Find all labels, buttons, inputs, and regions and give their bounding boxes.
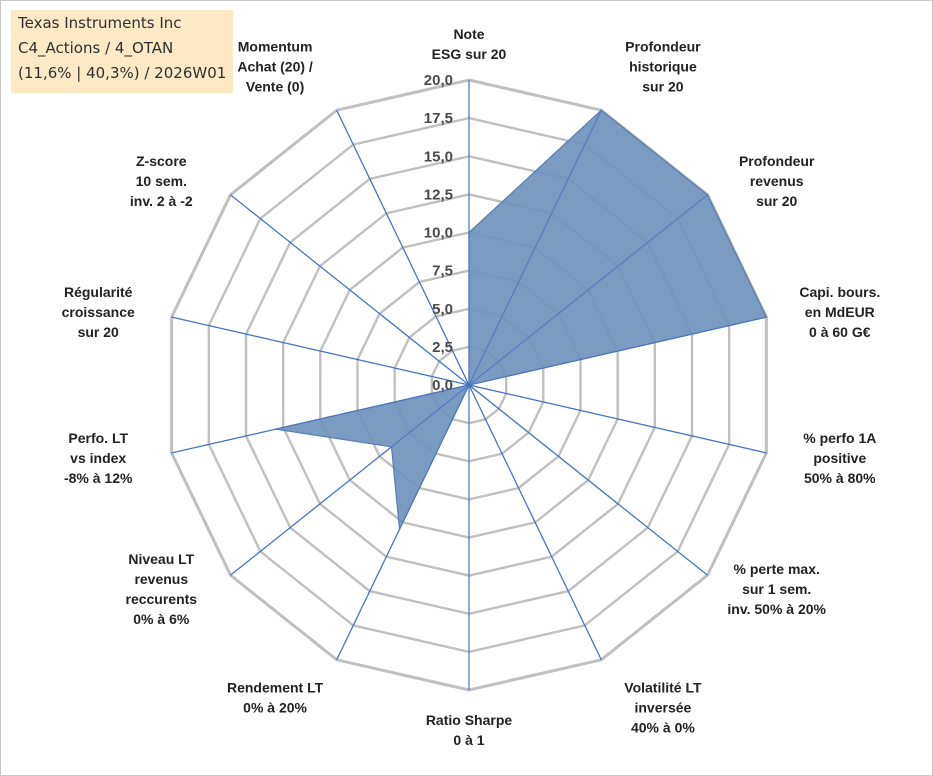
series-area-0 bbox=[275, 109, 768, 532]
tick-label-3: 7,5 bbox=[432, 263, 453, 280]
axis-label-1-line-2: sur 20 bbox=[642, 78, 683, 94]
tick-label-1: 2,5 bbox=[432, 339, 453, 356]
spoke-overlay-10 bbox=[171, 384, 470, 454]
axis-label-13: Momentum Achat (20) / Vente (0) bbox=[237, 38, 313, 94]
axis-label-7-line-0: Ratio Sharpe bbox=[426, 712, 513, 728]
axis-label-4: % perfo 1A positive 50% à 80% bbox=[803, 430, 876, 486]
axis-label-0: Note ESG sur 20 bbox=[432, 26, 507, 62]
axis-label-8: Rendement LT 0% à 20% bbox=[227, 680, 324, 716]
axis-label-12-line-2: inv. 2 à -2 bbox=[130, 193, 193, 209]
radar-tick-labels: 0,0 2,5 5,0 7,5 10,0 12,5 15,0 17,5 20,0 bbox=[424, 72, 453, 394]
axis-label-3: Capi. bours. en MdEUR 0 à 60 G€ bbox=[799, 284, 880, 340]
axis-label-12-line-0: Z-score bbox=[136, 153, 187, 169]
tick-label-2: 5,0 bbox=[432, 301, 453, 318]
axis-label-1-line-0: Profondeur bbox=[625, 38, 701, 54]
axis-label-12: Z-score 10 sem. inv. 2 à -2 bbox=[130, 153, 193, 209]
axis-label-13-line-2: Vente (0) bbox=[246, 78, 304, 94]
axis-label-11: Régularité croissance sur 20 bbox=[62, 284, 135, 340]
axis-label-10: Perfo. LT vs index -8% à 12% bbox=[64, 430, 133, 486]
axis-label-3-line-2: 0 à 60 G€ bbox=[809, 324, 871, 340]
axis-label-6-line-0: Volatilité LT bbox=[624, 680, 702, 696]
axis-label-9: Niveau LT revenus reccurents 0% à 6% bbox=[126, 551, 198, 627]
tick-label-6: 15,0 bbox=[424, 148, 453, 165]
axis-label-6: Volatilité LT inversée 40% à 0% bbox=[624, 680, 702, 736]
axis-label-13-line-0: Momentum bbox=[238, 38, 313, 54]
spoke-overlay-2 bbox=[468, 194, 708, 386]
axis-label-6-line-2: 40% à 0% bbox=[631, 720, 695, 736]
radar-axis-labels: Note ESG sur 20 Profondeur historique sur 20… bbox=[62, 26, 881, 748]
axis-label-5-line-0: % perte max. bbox=[734, 561, 820, 577]
axis-label-8-line-0: Rendement LT bbox=[227, 680, 324, 696]
axis-label-9-line-2: reccurents bbox=[126, 591, 198, 607]
spoke-overlay-5 bbox=[468, 384, 708, 576]
axis-label-5: % perte max. sur 1 sem. inv. 50% à 20% bbox=[727, 561, 826, 617]
axis-label-0-line-1: ESG sur 20 bbox=[432, 46, 507, 62]
axis-label-9-line-1: revenus bbox=[134, 571, 188, 587]
axis-label-0-line-0: Note bbox=[453, 26, 484, 42]
axis-label-6-line-1: inversée bbox=[634, 700, 691, 716]
axis-label-5-line-2: inv. 50% à 20% bbox=[727, 601, 826, 617]
axis-label-2-line-2: sur 20 bbox=[756, 193, 797, 209]
spoke-overlay-13 bbox=[336, 109, 470, 386]
axis-label-1-line-1: historique bbox=[629, 58, 697, 74]
axis-label-5-line-1: sur 1 sem. bbox=[742, 581, 811, 597]
spoke-overlay-11 bbox=[171, 316, 470, 386]
company-name: Texas Instruments Inc bbox=[18, 14, 182, 32]
axis-label-3-line-0: Capi. bours. bbox=[799, 284, 880, 300]
axis-label-9-line-0: Niveau LT bbox=[128, 551, 194, 567]
spoke-overlay-8 bbox=[336, 384, 470, 661]
spoke-overlay-6 bbox=[468, 384, 602, 661]
tick-label-0: 0,0 bbox=[432, 377, 453, 394]
spoke-overlay-12 bbox=[230, 194, 470, 386]
axis-label-2: Profondeur revenus sur 20 bbox=[739, 153, 815, 209]
spoke-overlay-3 bbox=[468, 316, 767, 386]
spoke-overlay-9 bbox=[230, 384, 470, 576]
info-box: Texas Instruments Inc C4_Actions / 4_OTA… bbox=[11, 10, 233, 93]
axis-label-4-line-0: % perfo 1A bbox=[803, 430, 876, 446]
portfolio-name: C4_Actions / 4_OTAN bbox=[18, 39, 174, 57]
tick-label-4: 10,0 bbox=[424, 225, 453, 242]
axis-label-4-line-1: positive bbox=[813, 450, 866, 466]
axis-label-1: Profondeur historique sur 20 bbox=[625, 38, 701, 94]
tick-label-5: 12,5 bbox=[424, 186, 453, 203]
axis-label-11-line-0: Régularité bbox=[64, 284, 133, 300]
axis-label-10-line-2: -8% à 12% bbox=[64, 470, 133, 486]
performance-stats: (11,6% | 40,3%) / 2026W01 bbox=[18, 64, 227, 82]
axis-label-8-line-1: 0% à 20% bbox=[243, 700, 307, 716]
tick-label-7: 17,5 bbox=[424, 110, 453, 127]
tick-label-8: 20,0 bbox=[424, 72, 453, 89]
axis-label-2-line-1: revenus bbox=[750, 173, 804, 189]
axis-label-12-line-1: 10 sem. bbox=[136, 173, 187, 189]
axis-label-7: Ratio Sharpe 0 à 1 bbox=[426, 712, 513, 748]
spoke-overlay-1 bbox=[468, 109, 602, 386]
spoke-overlay-4 bbox=[468, 384, 767, 454]
axis-label-11-line-1: croissance bbox=[62, 304, 135, 320]
axis-label-2-line-0: Profondeur bbox=[739, 153, 815, 169]
axis-label-7-line-1: 0 à 1 bbox=[453, 732, 484, 748]
axis-label-3-line-1: en MdEUR bbox=[805, 304, 875, 320]
axis-label-9-line-3: 0% à 6% bbox=[133, 611, 190, 627]
axis-label-13-line-1: Achat (20) / bbox=[237, 58, 313, 74]
axis-label-11-line-2: sur 20 bbox=[78, 324, 119, 340]
axis-label-4-line-2: 50% à 80% bbox=[804, 470, 876, 486]
axis-label-10-line-0: Perfo. LT bbox=[68, 430, 128, 446]
axis-label-10-line-1: vs index bbox=[70, 450, 126, 466]
radar-series bbox=[171, 80, 768, 690]
